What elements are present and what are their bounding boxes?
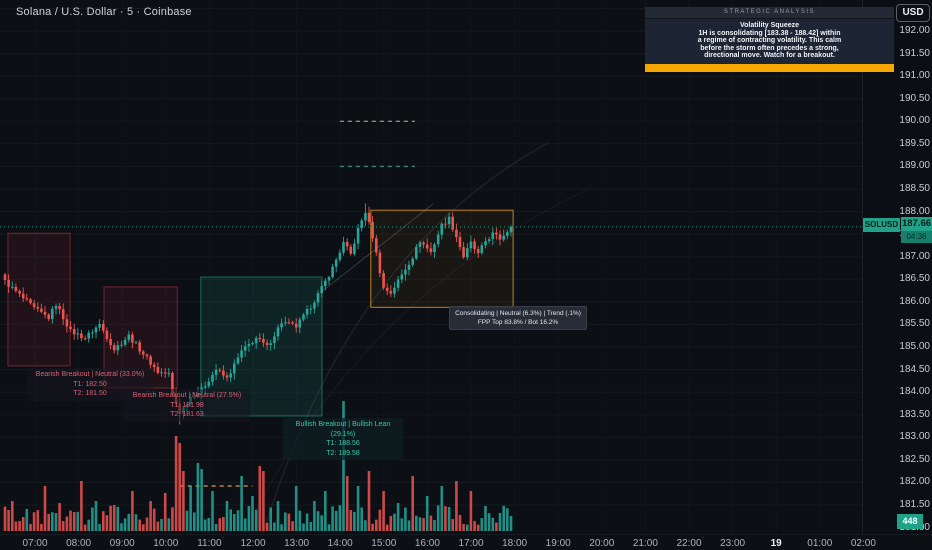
time-tick-label: 17:00 bbox=[458, 538, 484, 549]
strategic-headline: Volatility Squeeze bbox=[740, 22, 799, 29]
strategic-body-line: 1H is consolidating [183.38 - 188.42] wi… bbox=[698, 29, 841, 37]
strategic-panel-accent-bar bbox=[645, 63, 894, 72]
currency-toggle-button[interactable]: USD bbox=[896, 4, 930, 22]
price-chart-canvas[interactable] bbox=[0, 0, 862, 533]
anno-t2: T2: 181.63 bbox=[170, 411, 204, 418]
anno-line2: FPP Top 83.8% / Bot 16.2% bbox=[477, 319, 559, 326]
time-tick-label: 20:00 bbox=[589, 538, 615, 549]
price-tick-label: 184.00 bbox=[899, 386, 930, 397]
strategic-panel-body: Volatility Squeeze 1H is consolidating [… bbox=[645, 19, 894, 64]
time-tick-label: 09:00 bbox=[109, 538, 135, 549]
bar-countdown: 04:36 bbox=[901, 231, 932, 243]
time-tick-label: 23:00 bbox=[720, 538, 746, 549]
time-axis[interactable]: 07:00 08:00 09:00 10:00 11:00 12:00 13:00 14:00… bbox=[0, 534, 932, 550]
consolidating-status-label: Consolidating | Neutral (6.3%) | Trend (… bbox=[449, 306, 587, 330]
anno-t2: T2: 181.50 bbox=[73, 390, 107, 397]
price-tick-label: 190.50 bbox=[899, 93, 930, 104]
price-tick-label: 182.50 bbox=[899, 454, 930, 465]
price-tick-label: 190.00 bbox=[899, 115, 930, 126]
time-tick-label: 21:00 bbox=[632, 538, 658, 549]
price-tick-label: 191.00 bbox=[899, 70, 930, 81]
strategic-panel-title: STRATEGIC ANALYSIS bbox=[645, 7, 894, 19]
price-tick-label: 185.50 bbox=[899, 318, 930, 329]
time-tick-label: 10:00 bbox=[153, 538, 179, 549]
anno-t2: T2: 189.58 bbox=[326, 449, 360, 457]
volume-value-badge: 448 bbox=[897, 514, 923, 529]
price-tick-label: 183.00 bbox=[899, 431, 930, 442]
time-tick-label: 19:00 bbox=[545, 538, 571, 549]
strategic-body-line: before the storm often precedes a strong… bbox=[700, 44, 839, 52]
last-price-value: 187.66 bbox=[901, 217, 932, 231]
anno-title: Bearish Breakout | Neutral (27.5%) bbox=[132, 392, 242, 399]
time-tick-label: 01:00 bbox=[807, 538, 833, 549]
price-tick-label: 189.50 bbox=[899, 138, 930, 149]
time-tick-label: 13:00 bbox=[284, 538, 310, 549]
time-tick-label: 19 bbox=[770, 538, 782, 549]
strategic-body-line: directional move. Watch for a breakout. bbox=[704, 52, 835, 60]
anno-line1: Consolidating | Neutral (6.3%) | Trend (… bbox=[455, 310, 581, 317]
price-tick-label: 181.50 bbox=[899, 499, 930, 510]
price-tick-label: 188.50 bbox=[899, 183, 930, 194]
anno-t1: T1: 181.98 bbox=[170, 401, 204, 409]
time-tick-label: 02:00 bbox=[850, 538, 876, 549]
price-tick-label: 189.00 bbox=[899, 160, 930, 171]
time-tick-label: 15:00 bbox=[371, 538, 397, 549]
time-tick-label: 08:00 bbox=[66, 538, 92, 549]
anno-title: Bearish Breakout | Neutral (33.0%) bbox=[35, 371, 145, 378]
strategic-analysis-panel: STRATEGIC ANALYSIS Volatility Squeeze 1H… bbox=[645, 7, 894, 72]
time-tick-label: 12:00 bbox=[240, 538, 266, 549]
price-tick-label: 184.50 bbox=[899, 364, 930, 375]
price-axis[interactable]: 192.00 191.50 191.00 190.50 190.00 189.50 189.… bbox=[862, 0, 932, 534]
bullish-breakout-label: Bullish Breakout | Bullish Lean (29.1%) … bbox=[283, 418, 403, 460]
price-tick-label: 192.00 bbox=[899, 25, 930, 36]
time-tick-label: 07:00 bbox=[22, 538, 48, 549]
price-tick-label: 186.50 bbox=[899, 273, 930, 284]
price-tick-label: 185.00 bbox=[899, 341, 930, 352]
last-price-badge: 187.66 04:36 bbox=[901, 217, 932, 243]
price-tick-label: 191.50 bbox=[899, 48, 930, 59]
symbol-title: Solana / U.S. Dollar · 5 · Coinbase bbox=[16, 6, 192, 18]
time-tick-label: 14:00 bbox=[327, 538, 353, 549]
time-tick-label: 22:00 bbox=[676, 538, 702, 549]
time-tick-label: 11:00 bbox=[197, 538, 222, 549]
time-tick-label: 16:00 bbox=[414, 538, 440, 549]
anno-t1: T1: 182.50 bbox=[73, 380, 107, 388]
anno-title: Bullish Breakout | Bullish Lean (29.1%) bbox=[295, 421, 391, 438]
strategic-body-line: a regime of contracting volatility. This… bbox=[697, 37, 842, 45]
anno-t1: T1: 188.56 bbox=[326, 440, 360, 447]
last-price-symbol-tag: SOLUSD bbox=[863, 218, 900, 232]
price-tick-label: 186.00 bbox=[899, 296, 930, 307]
time-tick-label: 18:00 bbox=[502, 538, 528, 549]
price-tick-label: 188.00 bbox=[899, 206, 930, 217]
price-tick-label: 182.00 bbox=[899, 476, 930, 487]
price-tick-label: 187.00 bbox=[899, 251, 930, 262]
bearish-breakout-label-2: Bearish Breakout | Neutral (27.5%) T1: 1… bbox=[124, 389, 250, 422]
price-tick-label: 183.50 bbox=[899, 409, 930, 420]
